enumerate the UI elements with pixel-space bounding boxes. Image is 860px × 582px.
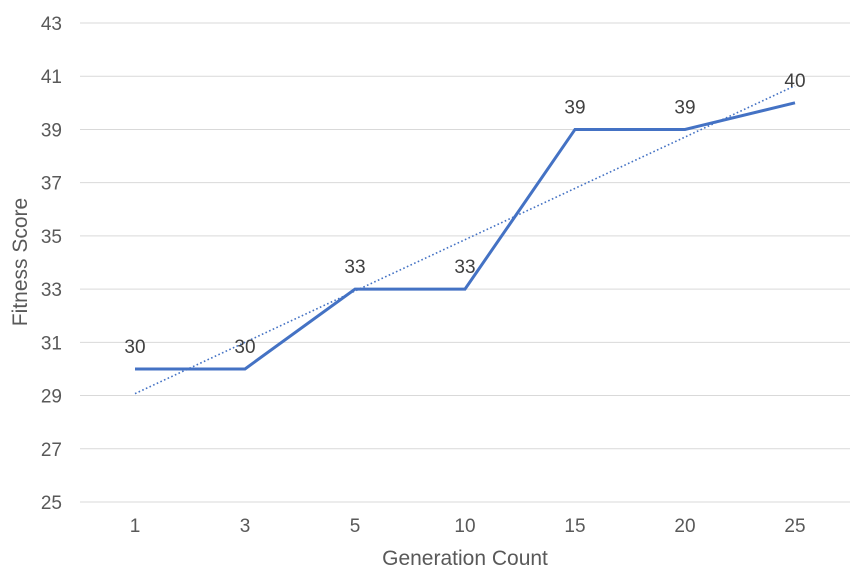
data-label: 30 <box>234 337 255 358</box>
y-tick-label: 41 <box>41 67 62 88</box>
y-tick-label: 29 <box>41 387 62 408</box>
series-line <box>135 101 796 371</box>
x-tick-label: 3 <box>240 516 251 537</box>
trendline-group <box>134 85 796 395</box>
data-label: 39 <box>564 97 585 118</box>
y-tick-label: 39 <box>41 120 62 141</box>
x-tick-label: 15 <box>564 516 585 537</box>
y-tick-label: 43 <box>41 14 62 35</box>
y-axis-ticks: 25 27 29 31 33 35 37 39 41 43 <box>41 14 62 514</box>
series-group <box>135 101 796 371</box>
y-axis-title: Fitness Score <box>9 198 32 326</box>
y-tick-label: 33 <box>41 280 62 301</box>
data-labels: 30 30 33 33 39 39 40 <box>124 71 805 358</box>
x-tick-label: 10 <box>454 516 475 537</box>
x-tick-label: 20 <box>674 516 695 537</box>
x-tick-label: 1 <box>130 516 141 537</box>
x-axis-ticks: 1 3 5 10 15 20 25 <box>130 516 806 537</box>
x-axis-title: Generation Count <box>382 547 548 570</box>
x-tick-label: 25 <box>784 516 805 537</box>
trendline <box>134 85 796 395</box>
data-label: 30 <box>124 337 145 358</box>
y-tick-label: 27 <box>41 440 62 461</box>
y-tick-label: 25 <box>41 493 62 514</box>
data-label: 33 <box>344 257 365 278</box>
data-label: 39 <box>674 97 695 118</box>
data-label: 40 <box>784 71 805 92</box>
y-tick-label: 35 <box>41 227 62 248</box>
data-label: 33 <box>454 257 475 278</box>
x-tick-label: 5 <box>350 516 361 537</box>
y-tick-label: 37 <box>41 174 62 195</box>
y-tick-label: 31 <box>41 333 62 354</box>
